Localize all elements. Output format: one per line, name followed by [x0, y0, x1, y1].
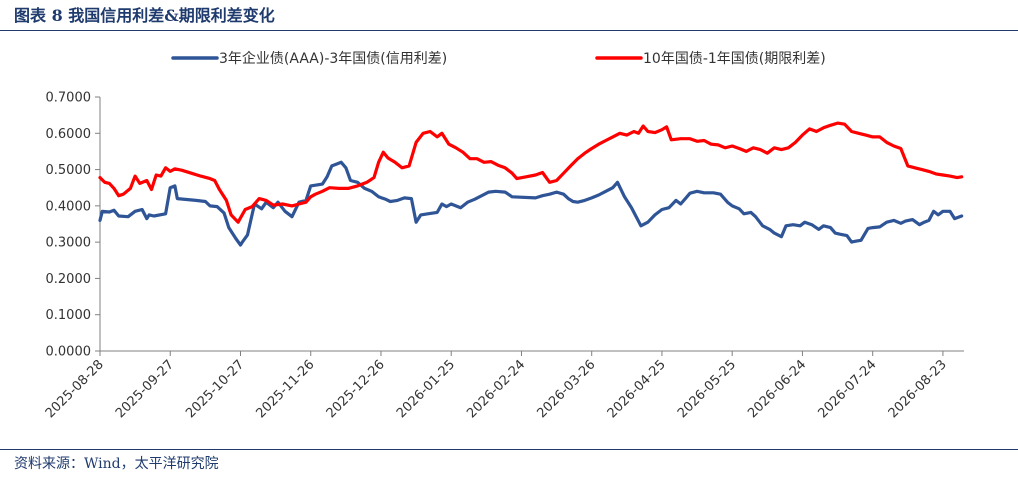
x-tick-label: 2025-09-27 [113, 357, 177, 421]
x-tick-label: 2025-11-26 [254, 357, 318, 421]
x-tick-label: 2025-12-26 [324, 357, 388, 421]
x-tick-label: 2026-04-25 [605, 357, 669, 421]
series-line-2 [98, 121, 964, 224]
x-tick-label: 2026-05-25 [675, 357, 739, 421]
x-tick-label: 2025-10-27 [183, 357, 247, 421]
y-tick-label: 0.2000 [46, 272, 92, 287]
plot-area [98, 121, 964, 247]
legend-label-2: 10年国债-1年国债(期限利差) [643, 51, 826, 67]
x-tick-label: 2026-02-24 [464, 357, 528, 421]
y-tick-label: 0.6000 [46, 127, 92, 142]
x-tick-label: 2026-07-24 [815, 357, 879, 421]
x-tick-label: 2025-08-28 [43, 357, 107, 421]
legend-label-1: 3年企业债(AAA)-3年国债(信用利差) [219, 50, 447, 67]
legend: 3年企业债(AAA)-3年国债(信用利差) 10年国债-1年国债(期限利差) [171, 50, 826, 67]
top-rule [0, 30, 1018, 31]
figure-title: 图表 8 我国信用利差&期限利差变化 [14, 6, 275, 25]
x-tick-label: 2026-01-25 [394, 357, 458, 421]
y-tick-label: 0.4000 [46, 199, 92, 214]
y-tick-label: 0.7000 [46, 91, 92, 106]
series-line-1 [98, 160, 964, 247]
x-tick-label: 2026-06-24 [745, 357, 809, 421]
source-note: 资料来源：Wind，太平洋研究院 [14, 456, 219, 472]
x-axis: 2025-08-28 2025-09-27 2025-10-27 2025-11-26… [43, 350, 964, 421]
x-tick-label: 2026-08-23 [886, 357, 950, 421]
y-tick-label: 0.5000 [46, 163, 92, 178]
bottom-rule [0, 449, 1018, 450]
y-axis: 0.0000 0.1000 0.2000 0.3000 0.4000 0.5000 0.60… [46, 91, 101, 360]
x-tick-label: 2026-03-26 [534, 357, 598, 421]
y-tick-label: 0.1000 [46, 308, 92, 323]
y-tick-label: 0.3000 [46, 236, 92, 251]
line-chart: 3年企业债(AAA)-3年国债(信用利差) 10年国债-1年国债(期限利差) 0.… [43, 50, 964, 421]
y-tick-label: 0.0000 [46, 345, 92, 360]
